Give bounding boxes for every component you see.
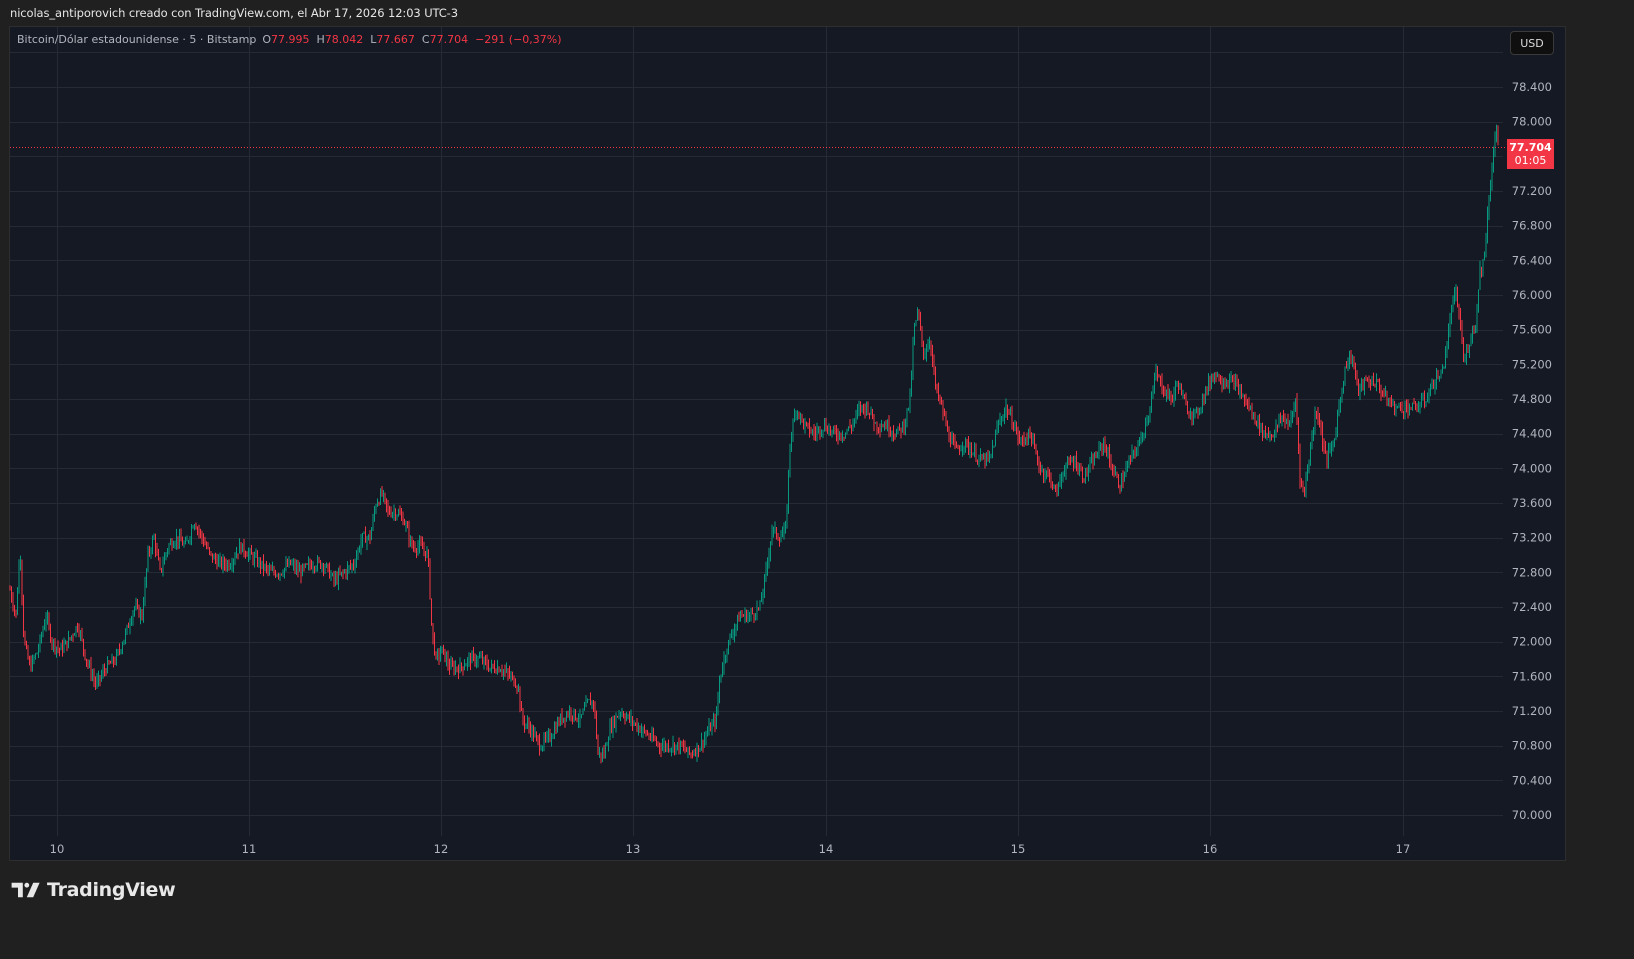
price-tick: 74.800 bbox=[1512, 392, 1552, 406]
open-value: 77.995 bbox=[270, 33, 310, 46]
close-value: 77.704 bbox=[429, 33, 469, 46]
price-tick: 78.000 bbox=[1512, 115, 1552, 129]
price-tick: 78.400 bbox=[1512, 80, 1552, 94]
candles bbox=[9, 124, 1499, 764]
time-tick: 16 bbox=[1203, 842, 1218, 856]
low-value: 77.667 bbox=[376, 33, 415, 46]
price-tick: 77.200 bbox=[1512, 184, 1552, 198]
high-value: 78.042 bbox=[324, 33, 364, 46]
close-label: C bbox=[421, 33, 430, 46]
grid-lines bbox=[10, 27, 1503, 836]
tradingview-logo-icon bbox=[11, 882, 40, 898]
time-tick: 14 bbox=[819, 842, 834, 856]
time-tick: 12 bbox=[434, 842, 449, 856]
last-price-label: 77.704 01:05 bbox=[1507, 139, 1554, 169]
currency-button[interactable]: USD bbox=[1510, 31, 1554, 55]
price-tick: 72.000 bbox=[1512, 635, 1552, 649]
open-label: O bbox=[262, 33, 271, 46]
time-axis[interactable]: 10 11 12 13 14 15 16 17 bbox=[50, 842, 1411, 856]
price-tick: 74.000 bbox=[1512, 461, 1552, 475]
symbol-title[interactable]: Bitcoin/Dólar estadounidense · 5 · Bitst… bbox=[17, 33, 257, 46]
price-tick: 70.000 bbox=[1512, 808, 1552, 822]
price-tick: 76.400 bbox=[1512, 253, 1552, 267]
price-axis[interactable]: 78.400 78.000 77.200 76.800 76.400 76.000 75.6… bbox=[1512, 80, 1552, 822]
last-price-value: 77.704 bbox=[1509, 141, 1552, 154]
bar-countdown: 01:05 bbox=[1514, 154, 1547, 167]
price-tick: 72.400 bbox=[1512, 600, 1552, 614]
time-tick: 11 bbox=[242, 842, 257, 856]
price-tick: 73.200 bbox=[1512, 531, 1552, 545]
time-tick: 15 bbox=[1011, 842, 1026, 856]
price-tick: 72.800 bbox=[1512, 565, 1552, 579]
price-tick: 73.600 bbox=[1512, 496, 1552, 510]
price-tick: 76.800 bbox=[1512, 219, 1552, 233]
price-tick: 75.200 bbox=[1512, 357, 1552, 371]
chart-credit: nicolas_antiporovich creado con TradingV… bbox=[10, 6, 458, 20]
price-tick: 74.400 bbox=[1512, 427, 1552, 441]
low-label: L bbox=[370, 33, 377, 46]
brand-name: TradingView bbox=[47, 879, 176, 901]
price-tick: 76.000 bbox=[1512, 288, 1552, 302]
high-label: H bbox=[316, 33, 325, 46]
price-tick: 70.400 bbox=[1512, 773, 1552, 787]
time-tick: 10 bbox=[50, 842, 65, 856]
tradingview-brand[interactable]: TradingView bbox=[11, 879, 176, 901]
symbol-legend: Bitcoin/Dólar estadounidense · 5 · Bitst… bbox=[17, 33, 562, 46]
price-tick: 70.800 bbox=[1512, 739, 1552, 753]
chart-pane[interactable] bbox=[9, 26, 1566, 861]
time-tick: 13 bbox=[626, 842, 641, 856]
price-tick: 71.600 bbox=[1512, 669, 1552, 683]
time-tick: 17 bbox=[1396, 842, 1411, 856]
price-tick: 75.600 bbox=[1512, 323, 1552, 337]
change-value: −291 (−0,37%) bbox=[475, 33, 562, 46]
price-tick: 71.200 bbox=[1512, 704, 1552, 718]
